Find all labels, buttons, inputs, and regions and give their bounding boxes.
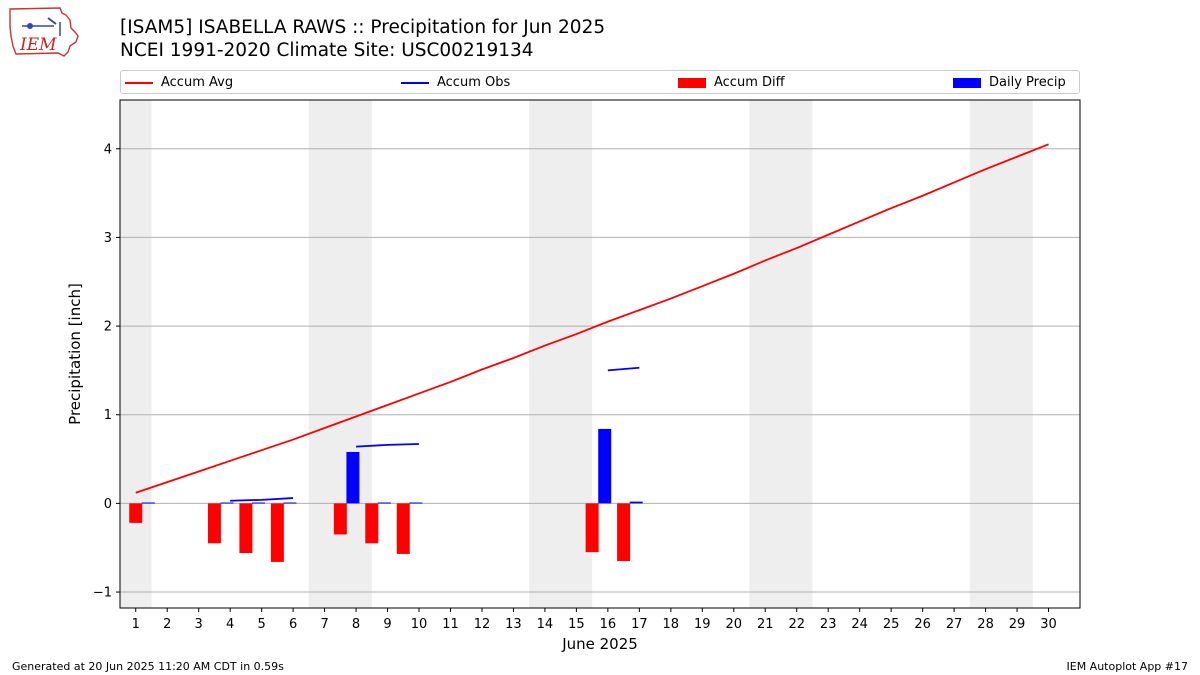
daily-precip-bar	[251, 502, 265, 504]
x-tick-label: 21	[757, 617, 774, 632]
x-tick-label: 20	[725, 617, 742, 632]
accum-obs-line	[607, 366, 640, 372]
legend-label-accum-avg: Accum Avg	[161, 75, 234, 90]
y-tick-label: 2	[104, 320, 112, 335]
accum-diff-bar	[617, 503, 631, 562]
x-tick-label: 12	[474, 617, 491, 632]
accum-diff-bar	[365, 503, 379, 544]
chart-subtitle: NCEI 1991-2020 Climate Site: USC00219134	[120, 40, 534, 61]
x-tick-label: 28	[977, 617, 994, 632]
autoplot-app-label: IEM Autoplot App #17	[1066, 660, 1189, 673]
x-tick-label: 29	[1009, 617, 1026, 632]
x-tick-label: 30	[1040, 617, 1057, 632]
legend-swatch-accum-avg	[125, 82, 153, 84]
x-tick-label: 8	[352, 617, 360, 632]
x-tick-label: 4	[226, 617, 234, 632]
daily-precip-bar	[141, 502, 155, 504]
legend-label-accum-diff: Accum Diff	[714, 75, 785, 90]
x-tick-label: 16	[600, 617, 617, 632]
x-tick-label: 11	[442, 617, 459, 632]
generated-timestamp: Generated at 20 Jun 2025 11:20 AM CDT in…	[12, 660, 284, 673]
x-tick-label: 18	[663, 617, 680, 632]
y-tick-label: 0	[104, 497, 112, 512]
x-tick-label: 10	[411, 617, 428, 632]
x-tick-label: 22	[788, 617, 805, 632]
accum-obs-line	[230, 497, 294, 502]
x-tick-label: 2	[163, 617, 171, 632]
legend-label-accum-obs: Accum Obs	[437, 75, 511, 90]
accum-diff-bar	[396, 503, 410, 554]
x-tick-label: 23	[820, 617, 837, 632]
x-tick-label: 27	[946, 617, 963, 632]
chart-title: [ISAM5] ISABELLA RAWS :: Precipitation f…	[120, 17, 606, 38]
x-tick-label: 13	[505, 617, 522, 632]
accum-obs-line	[356, 443, 420, 448]
x-tick-label: 6	[289, 617, 297, 632]
daily-precip-bar	[598, 428, 612, 504]
legend-swatch-accum-obs	[401, 82, 429, 84]
y-tick-label: 4	[104, 142, 112, 157]
y-tick-label: 3	[104, 231, 112, 246]
logo-text: IEM	[19, 35, 57, 55]
daily-precip-bar	[220, 502, 234, 504]
daily-precip-bar	[283, 502, 297, 504]
x-tick-label: 5	[257, 617, 265, 632]
weekend-shade	[749, 100, 813, 608]
daily-precip-bar	[346, 451, 360, 504]
y-tick-label: −1	[93, 586, 112, 601]
plot-frame	[119, 99, 1081, 609]
x-tick-label: 25	[883, 617, 900, 632]
x-tick-label: 17	[631, 617, 648, 632]
y-tick-label: 1	[104, 408, 112, 423]
daily-precip-bar	[409, 502, 423, 504]
weekend-shade	[120, 100, 152, 608]
weekend-shade	[529, 100, 593, 608]
daily-precip-bar	[377, 502, 391, 504]
accum-diff-bar	[207, 503, 221, 544]
legend-swatch-daily-precip	[953, 78, 981, 88]
x-tick-label: 3	[195, 617, 203, 632]
accum-diff-bar	[239, 503, 253, 554]
accum-diff-bar	[333, 503, 347, 535]
x-axis-label: June 2025	[561, 635, 638, 653]
legend-label-daily-precip: Daily Precip	[989, 75, 1066, 90]
x-tick-label: 19	[694, 617, 711, 632]
accum-diff-bar	[270, 503, 284, 562]
x-tick-label: 1	[132, 617, 140, 632]
accum-diff-bar	[585, 503, 599, 553]
x-tick-label: 15	[568, 617, 585, 632]
x-tick-label: 7	[320, 617, 328, 632]
y-axis-label: Precipitation [inch]	[66, 283, 84, 425]
x-tick-label: 14	[537, 617, 554, 632]
x-tick-label: 24	[851, 617, 868, 632]
x-tick-label: 26	[914, 617, 931, 632]
accum-diff-bar	[129, 503, 143, 523]
iem-logo: IEM	[8, 6, 80, 62]
chart-legend: Accum Avg Accum Obs Accum Diff Daily Pre…	[120, 70, 1080, 94]
x-tick-label: 9	[383, 617, 391, 632]
accum-avg-line	[135, 143, 1049, 494]
weekend-shade	[969, 100, 1033, 608]
daily-precip-bar	[629, 501, 643, 504]
legend-swatch-accum-diff	[678, 78, 706, 88]
